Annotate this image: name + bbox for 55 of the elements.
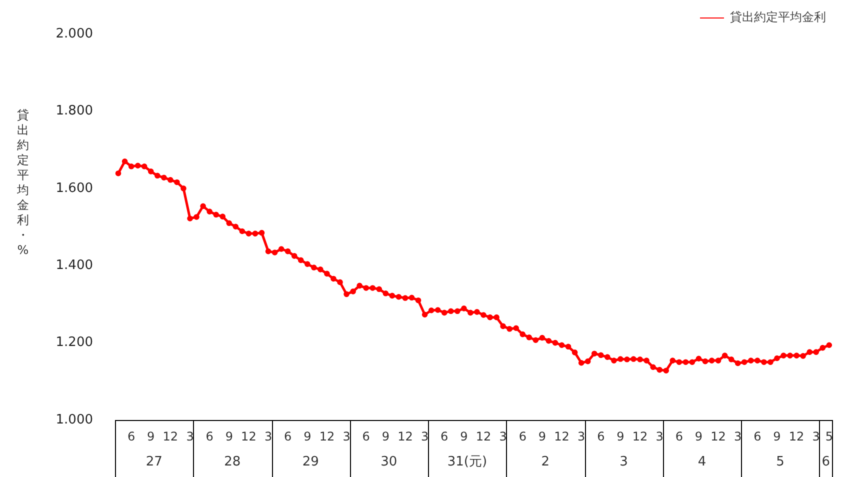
- text: 4: [698, 454, 706, 470]
- x-tick-label: 3: [499, 429, 507, 444]
- y-tick-label: 1.800: [56, 104, 93, 119]
- x-tick-label: 9: [304, 429, 312, 444]
- x-tick-label: 5: [825, 429, 833, 444]
- x-tick-label: 6: [518, 429, 526, 444]
- x-tick-label: 6: [440, 429, 448, 444]
- x-tick-label: 12: [632, 429, 648, 444]
- x-tick-label: 12: [710, 429, 726, 444]
- y-tick-label: 1.400: [56, 258, 93, 273]
- x-tick-label: 3: [420, 429, 429, 444]
- x-tick-label: 3: [656, 429, 664, 444]
- x-tick-label: 12: [241, 429, 256, 444]
- x-tick-label: 3: [734, 429, 742, 444]
- text: 29: [302, 454, 319, 470]
- x-tick-label: 12: [398, 429, 413, 444]
- x-tick-label: 3: [578, 429, 586, 444]
- x-tick-label: 9: [694, 429, 703, 444]
- x-tick-label: 9: [773, 429, 781, 444]
- text: 貸出約定平均金利・%: [17, 108, 29, 257]
- x-tick-label: 6: [284, 429, 292, 444]
- x-tick-label: 3: [342, 429, 350, 444]
- x-tick-label: 9: [382, 429, 390, 444]
- legend-label: 貸出約定平均金利: [730, 10, 826, 24]
- x-tick-label: 9: [538, 429, 546, 444]
- x-tick-label: 3: [264, 429, 272, 444]
- x-tick-label: 3: [812, 429, 820, 444]
- x-tick-label: 6: [597, 429, 605, 444]
- text: 6: [822, 454, 830, 470]
- text: 28: [224, 454, 241, 470]
- y-tick-label: 1.000: [56, 412, 93, 428]
- y-tick-label: 1.200: [56, 335, 93, 350]
- text: 5: [776, 454, 784, 470]
- x-tick-label: 12: [476, 429, 492, 444]
- text: 27: [146, 454, 162, 470]
- x-tick-label: 12: [554, 429, 570, 444]
- x-tick-label: 6: [127, 429, 136, 444]
- y-tick-label: 2.000: [56, 26, 93, 42]
- text: 31(元): [447, 454, 488, 470]
- x-tick-label: 9: [225, 429, 233, 444]
- text: 3: [620, 454, 628, 470]
- text: 30: [380, 454, 398, 470]
- x-tick-label: 6: [362, 429, 370, 444]
- x-tick-label: 3: [186, 429, 194, 444]
- x-tick-label: 12: [788, 429, 804, 444]
- x-tick-label: 9: [460, 429, 468, 444]
- x-tick-label: 9: [147, 429, 155, 444]
- y-tick-label: 1.600: [56, 180, 93, 196]
- x-tick-label: 12: [162, 429, 178, 444]
- text: 2: [541, 454, 550, 470]
- x-tick-label: 9: [616, 429, 624, 444]
- x-tick-label: 6: [754, 429, 762, 444]
- x-tick-label: 6: [206, 429, 214, 444]
- x-tick-label: 12: [319, 429, 335, 444]
- x-tick-label: 6: [675, 429, 683, 444]
